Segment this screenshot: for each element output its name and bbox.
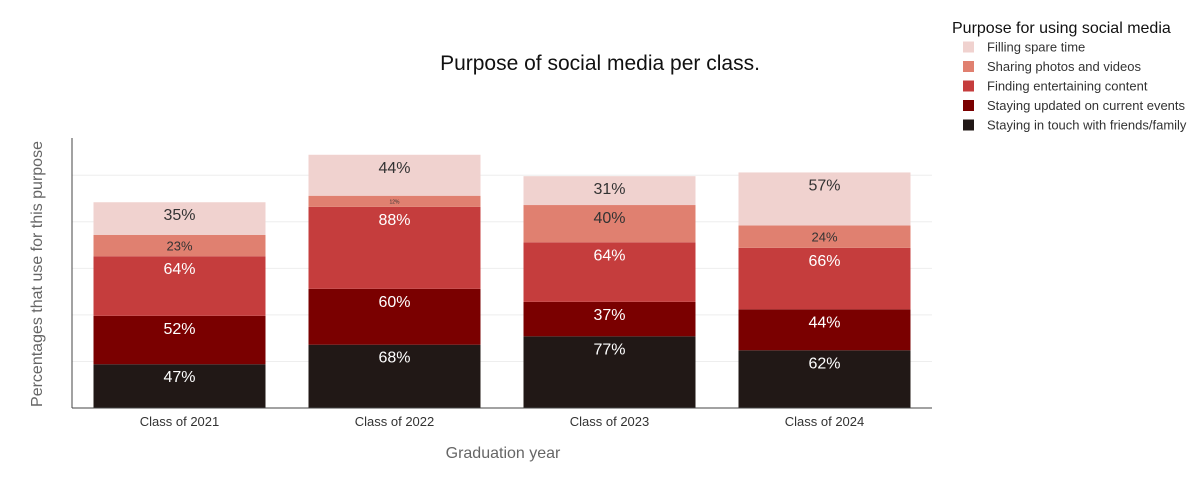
data-label: 44% bbox=[808, 314, 840, 331]
bar-segment bbox=[738, 350, 911, 408]
data-label: 57% bbox=[808, 177, 840, 194]
legend-swatch bbox=[963, 61, 974, 72]
x-axis-title: Graduation year bbox=[446, 445, 561, 462]
legend-swatch bbox=[963, 100, 974, 111]
data-label: 24% bbox=[811, 229, 837, 244]
bars: 47% 52% 64% 23% 35% 68% 60% 88% 12% 44% 77% 37% 64% 4… bbox=[93, 154, 911, 408]
legend-item-label: Filling spare time bbox=[987, 40, 1085, 55]
bar-segment bbox=[308, 344, 481, 408]
data-label: 68% bbox=[378, 350, 410, 367]
legend-item-label: Finding entertaining content bbox=[987, 79, 1148, 94]
legend-items: Filling spare time Sharing photos and vid… bbox=[963, 40, 1187, 133]
bar-segment bbox=[523, 301, 696, 337]
bar-segment bbox=[738, 309, 911, 351]
legend-item-label: Staying updated on current events bbox=[987, 98, 1186, 113]
data-label: 62% bbox=[808, 355, 840, 372]
bar-segment bbox=[93, 202, 266, 235]
bar-segment bbox=[738, 172, 911, 226]
bar-segment bbox=[523, 242, 696, 302]
bar-segment bbox=[738, 225, 911, 248]
bar-segment bbox=[308, 206, 481, 289]
data-label: 37% bbox=[593, 307, 625, 324]
legend-swatch bbox=[963, 119, 974, 131]
bar-segment bbox=[738, 247, 911, 310]
legend-swatch bbox=[963, 41, 974, 53]
x-tick-label: Class of 2024 bbox=[785, 414, 865, 429]
x-tick-label: Class of 2021 bbox=[140, 414, 220, 429]
data-label: 12% bbox=[389, 199, 400, 205]
axes bbox=[71, 138, 932, 409]
bar-segment bbox=[93, 315, 266, 365]
x-tick-labels: Class of 2021 Class of 2022 Class of 2023 C… bbox=[140, 414, 865, 429]
data-label: 44% bbox=[378, 160, 410, 177]
x-tick-label: Class of 2023 bbox=[570, 414, 650, 429]
y-axis-title: Percentages that use for this purpose bbox=[29, 141, 46, 407]
bar-segment bbox=[523, 176, 696, 206]
data-label: 64% bbox=[163, 261, 195, 278]
bar-segment bbox=[93, 256, 266, 316]
data-label: 47% bbox=[163, 369, 195, 386]
bar-segment bbox=[93, 234, 266, 257]
data-label: 52% bbox=[163, 321, 195, 338]
data-label: 23% bbox=[166, 239, 192, 254]
data-label: 64% bbox=[593, 247, 625, 264]
data-label: 40% bbox=[593, 210, 625, 227]
data-label: 66% bbox=[808, 253, 840, 270]
bar-segment bbox=[308, 195, 481, 207]
bar-segment bbox=[308, 154, 481, 196]
legend: Purpose for using social media Filling s… bbox=[952, 20, 1187, 133]
bar-segment bbox=[308, 288, 481, 345]
x-tick-label: Class of 2022 bbox=[355, 414, 435, 429]
data-label: 35% bbox=[163, 207, 195, 224]
bar-segment bbox=[523, 205, 696, 243]
data-label: 31% bbox=[593, 181, 625, 198]
chart-title: Purpose of social media per class. bbox=[440, 52, 760, 75]
bar-segment bbox=[523, 336, 696, 408]
legend-swatch bbox=[963, 80, 974, 92]
data-label: 77% bbox=[593, 341, 625, 358]
data-label: 60% bbox=[378, 294, 410, 311]
legend-title: Purpose for using social media bbox=[952, 20, 1171, 37]
data-label: 88% bbox=[378, 212, 410, 229]
legend-item-label: Sharing photos and videos bbox=[987, 59, 1141, 74]
bar-segment bbox=[93, 364, 266, 408]
legend-item-label: Staying in touch with friends/family bbox=[987, 118, 1187, 133]
